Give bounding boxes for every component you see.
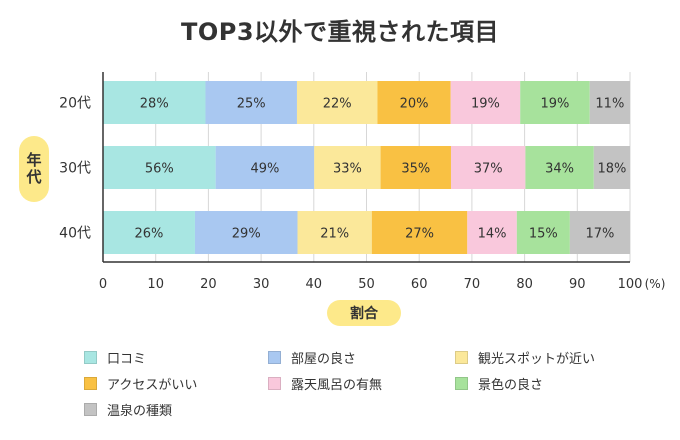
x-tick-label: 20 [200,277,217,292]
data-label: 33% [333,162,362,177]
x-tick-label: 70 [464,277,481,292]
y-axis-label: 年代 [24,152,43,186]
category-label: 30代 [59,161,91,177]
legend-swatch [455,351,468,364]
bar-segment [103,146,216,189]
bar-segment [205,81,297,124]
data-label: 11% [595,97,624,112]
chart-title: TOP3以外で重視された項目 [180,18,500,46]
legend-item: アクセスがいい [84,374,197,393]
data-label: 17% [585,227,614,242]
bar-segment [380,146,451,189]
legend-item: 観光スポットが近い [455,348,595,367]
data-label: 29% [232,227,261,242]
x-tick-label: 60 [411,277,428,292]
legend-swatch [268,377,281,390]
x-tick-label: 50 [358,277,375,292]
bar-segment [103,211,195,254]
data-label: 21% [320,227,349,242]
category-label: 40代 [59,226,91,242]
legend-label: 景色の良さ [478,378,544,393]
data-label: 27% [405,227,434,242]
bar-segment [297,211,372,254]
legend-swatch [84,351,97,364]
x-axis-label: 割合 [350,306,378,322]
bar-segment [525,146,594,189]
x-axis-label-badge: 割合 [327,300,401,326]
legend-label: 観光スポットが近い [478,352,596,367]
bar-segment [593,146,630,189]
bar-segment [520,81,590,124]
legend-item: 景色の良さ [455,374,543,393]
bar-segment [194,211,298,254]
x-tick-label: 90 [569,277,586,292]
data-label: 34% [545,162,574,177]
x-tick-label: 0 [99,277,107,292]
legend-swatch [455,377,468,390]
x-tick-label: 80 [516,277,533,292]
bar-segment [450,146,526,189]
legend-swatch [268,351,281,364]
data-label: 19% [541,97,570,112]
data-label: 37% [474,162,503,177]
data-label: 20% [400,97,429,112]
bar-segment [589,81,630,124]
x-unit-label: (%) [645,277,666,291]
data-label: 49% [250,162,279,177]
category-label: 20代 [59,96,91,112]
legend-item: 温泉の種類 [84,400,172,419]
bar-segment [450,81,521,124]
legend-item: 露天風呂の有無 [268,374,382,393]
x-tick-label: 40 [306,277,323,292]
bar-segment [296,81,378,124]
data-label: 19% [471,97,500,112]
legend-label: アクセスがいい [107,378,198,393]
legend-swatch [84,403,97,416]
bar-segment [371,211,468,254]
legend-item: 部屋の良さ [268,348,356,367]
legend-label: 口コミ [107,352,147,367]
legend-label: 部屋の良さ [291,352,357,367]
data-label: 56% [145,162,174,177]
legend-swatch [84,377,97,390]
bar-segment [215,146,315,189]
data-label: 22% [323,97,352,112]
x-tick-label: 10 [147,277,164,292]
legend-label: 温泉の種類 [107,404,173,419]
legend-item: 口コミ [84,348,146,367]
x-tick-label: 30 [253,277,270,292]
y-axis-label-badge: 年代 [19,136,49,202]
bar-segment [569,211,630,254]
data-label: 25% [237,97,266,112]
bar-segment [314,146,381,189]
bar-segment [103,81,206,124]
data-label: 15% [529,227,558,242]
x-tick-label: 100 [618,277,643,292]
data-label: 26% [135,227,164,242]
legend-label: 露天風呂の有無 [291,378,383,393]
data-label: 28% [140,97,169,112]
bar-segment [516,211,570,254]
data-label: 14% [478,227,507,242]
bar-segment [377,81,451,124]
data-label: 18% [597,162,626,177]
bar-segment [467,211,517,254]
data-label: 35% [401,162,430,177]
